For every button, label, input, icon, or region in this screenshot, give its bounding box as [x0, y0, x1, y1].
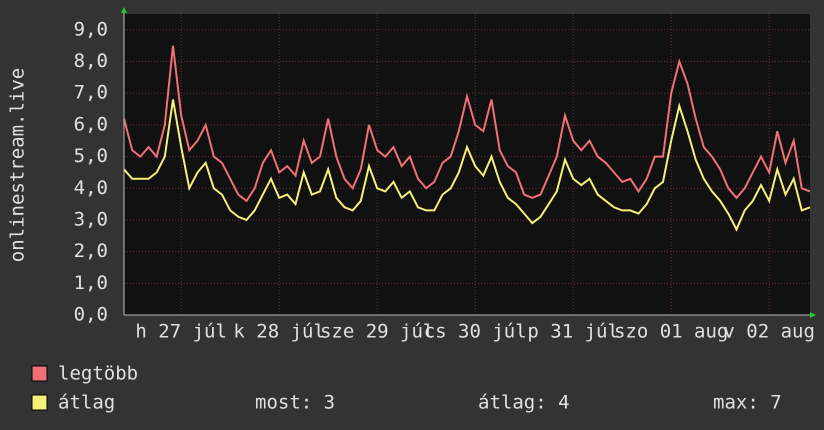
y-tick-label: 1,0: [74, 272, 108, 294]
axis-arrow: [121, 7, 127, 13]
x-tick-label: p 31 júl: [527, 321, 619, 343]
legend-swatch: [31, 394, 48, 411]
series-line: [123, 99, 811, 232]
axis-arrow: [810, 312, 816, 318]
y-axis-label: onlinestream.live: [7, 68, 29, 262]
x-tick-label: k 28 júl: [233, 321, 325, 343]
lines: [123, 45, 811, 232]
x-tick-label: cs 30 júl: [424, 321, 527, 343]
y-tick-label: 6,0: [74, 113, 108, 135]
y-tick-label: 8,0: [74, 50, 108, 72]
stat-label: átlag: 4: [478, 392, 570, 414]
series-line: [123, 45, 811, 203]
legend-label: átlag: [58, 392, 115, 414]
y-tick-label: 7,0: [74, 82, 108, 104]
stat-label: max: 7: [713, 392, 782, 414]
x-tick-label: h 27 júl: [135, 321, 227, 343]
plot-area: [124, 14, 810, 315]
y-tick-label: 3,0: [74, 208, 108, 230]
y-tick-label: 2,0: [74, 240, 108, 262]
legend: legtöbb átlag most: 3 átlag: 4 max: 7: [31, 363, 782, 414]
x-tick-label: sze 29 júl: [320, 321, 434, 343]
x-tick-label: v 02 aug: [723, 321, 815, 343]
y-tick-label: 4,0: [74, 177, 108, 199]
y-tick-label: 9,0: [74, 18, 108, 40]
legend-label: legtöbb: [58, 363, 138, 385]
y-tick-label: 0,0: [74, 304, 108, 326]
x-tick-label: szo 01 aug: [614, 321, 728, 343]
y-tick-label: 5,0: [74, 145, 108, 167]
stat-label: most: 3: [255, 392, 335, 414]
legend-swatch: [31, 365, 48, 382]
